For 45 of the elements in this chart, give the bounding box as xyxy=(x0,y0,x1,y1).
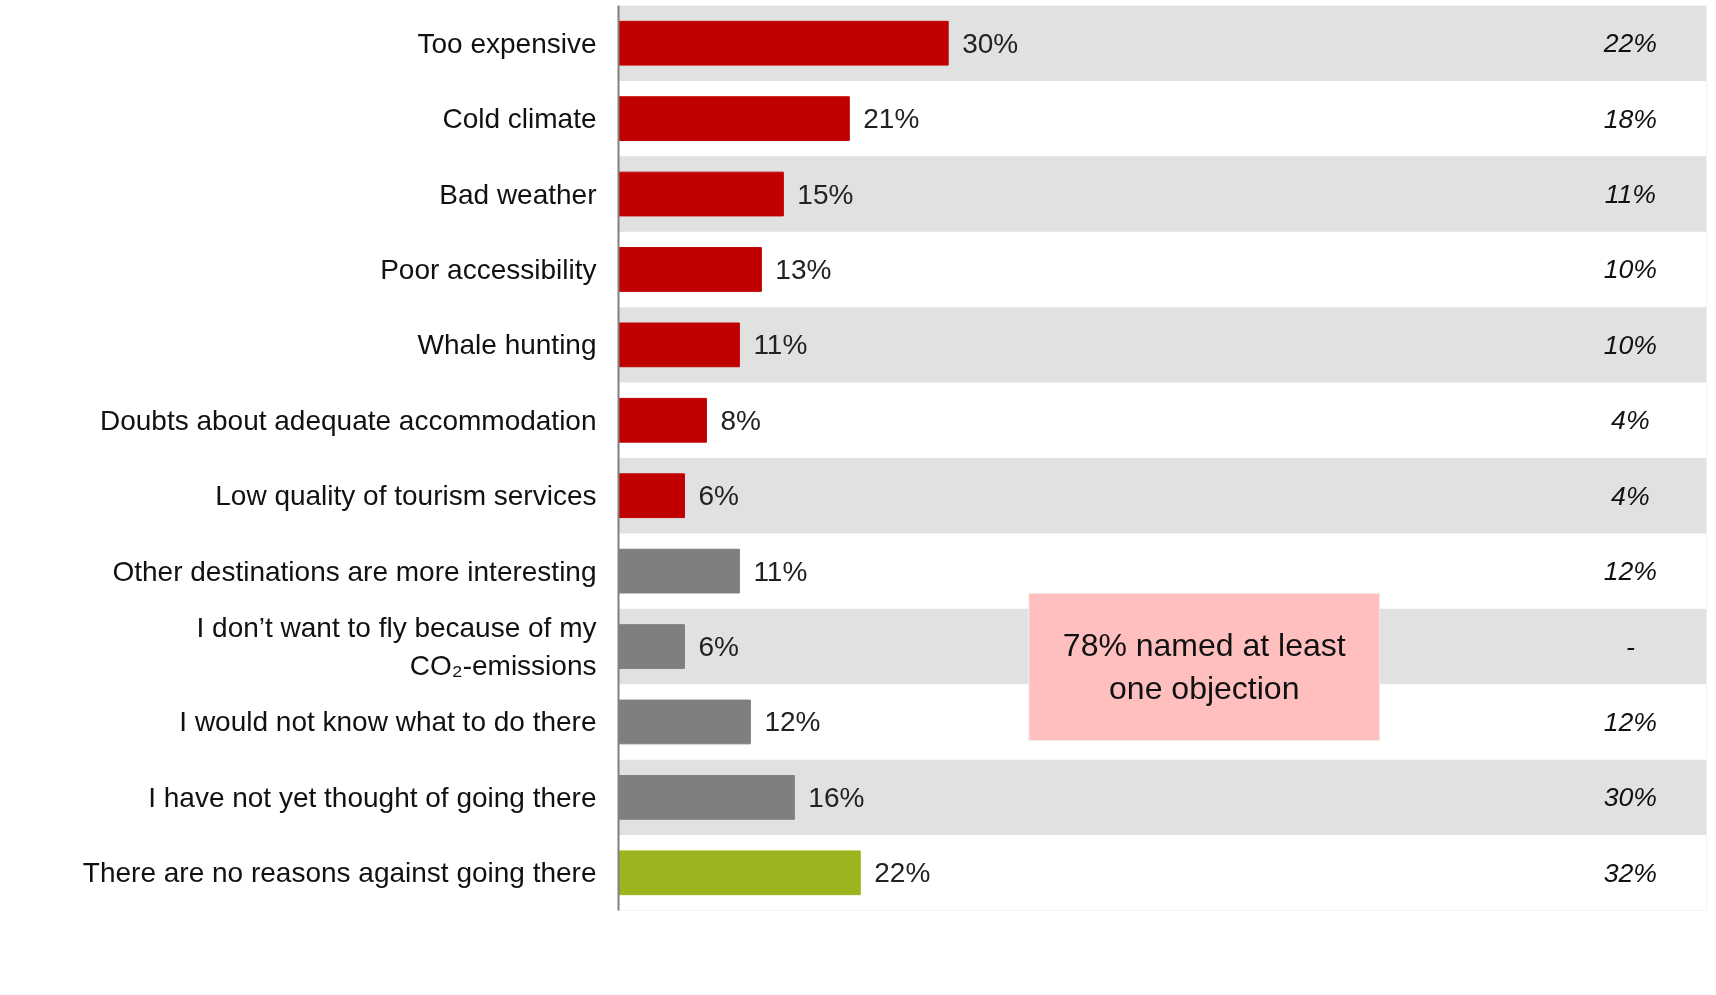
annotation: 4% xyxy=(1611,480,1650,511)
y-tick-label: Too expensive xyxy=(417,27,597,59)
data-label: 21% xyxy=(863,103,920,135)
y-tick-label: There are no reasons against going there xyxy=(82,857,597,889)
y-tick-label: Cold climate xyxy=(442,103,597,135)
bar xyxy=(618,473,685,519)
y-tick-label: Bad weather xyxy=(439,178,597,210)
data-label: 6% xyxy=(698,631,739,663)
bar xyxy=(618,247,762,292)
data-label: 11% xyxy=(753,329,808,361)
annotation: 32% xyxy=(1603,857,1658,888)
data-label: 6% xyxy=(698,480,739,512)
y-tick-label: Low quality of tourism services xyxy=(215,480,597,512)
annotation: 11% xyxy=(1604,179,1657,210)
annotation: 78% named at least one objection xyxy=(1062,627,1346,707)
bar xyxy=(618,397,707,443)
data-label: 8% xyxy=(720,404,761,436)
annotation: 30% xyxy=(1603,782,1658,813)
y-tick-label: I have not yet thought of going there xyxy=(148,781,597,813)
y-tick-label: Doubts about adequate accommodation xyxy=(99,404,597,436)
data-label: 12% xyxy=(764,706,821,738)
data-label: 11% xyxy=(753,555,808,587)
bar xyxy=(618,850,861,896)
data-label: 16% xyxy=(808,781,865,813)
annotation: 10% xyxy=(1603,329,1658,360)
data-label: 15% xyxy=(797,178,854,210)
y-tick-label: I would not know what to do there xyxy=(179,706,597,738)
data-label: 13% xyxy=(775,253,832,285)
data-label: 22% xyxy=(874,857,931,889)
annotation: 18% xyxy=(1603,103,1658,134)
annotation: 4% xyxy=(1611,405,1650,436)
y-tick-label: Poor accessibility xyxy=(380,253,597,285)
bar xyxy=(618,96,850,141)
annotation: 12% xyxy=(1603,706,1658,737)
annotation: 22% xyxy=(1602,28,1658,59)
y-tick-label: Whale hunting xyxy=(417,329,597,361)
data-label: 30% xyxy=(962,27,1019,59)
annotation: 10% xyxy=(1603,254,1658,285)
y-tick-label: I don’t want to fly because of my CO₂-emissions xyxy=(196,612,597,681)
bar xyxy=(618,322,740,368)
bar xyxy=(618,171,784,217)
annotation: 12% xyxy=(1603,556,1658,587)
annotation: - xyxy=(1625,631,1635,662)
y-tick-label: Other destinations are more interesting xyxy=(112,555,597,587)
bar xyxy=(618,20,949,66)
